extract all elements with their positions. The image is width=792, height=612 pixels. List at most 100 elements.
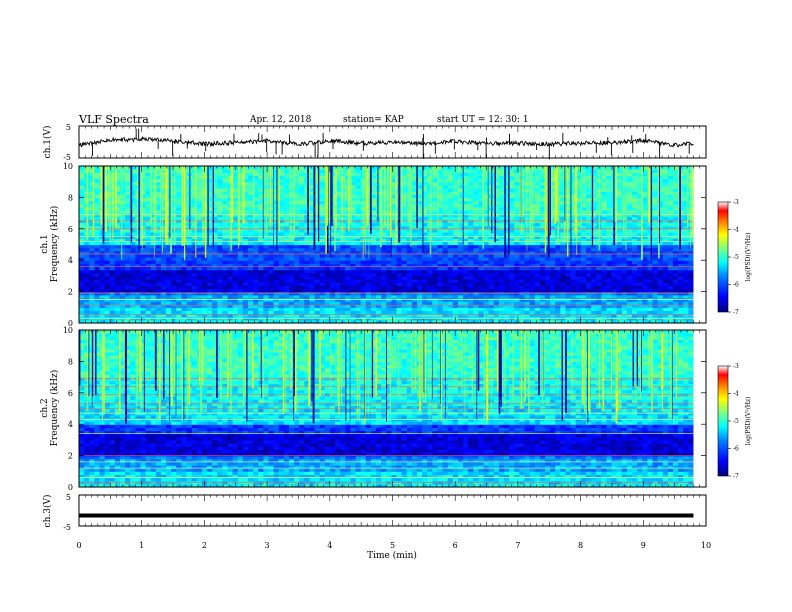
spectrogram-cell	[642, 288, 648, 293]
spectrogram-cell	[529, 269, 536, 274]
spectrogram-cell	[176, 275, 183, 280]
spectrogram-cell	[637, 228, 643, 233]
spectrogram-cell	[396, 269, 403, 274]
spectrogram-cell	[94, 285, 101, 290]
spectrogram-cell	[140, 282, 147, 286]
spectrogram-cell	[391, 282, 398, 286]
spectrogram-cell	[667, 203, 674, 208]
spectrogram-cell	[160, 294, 167, 299]
spectrogram-cell	[596, 263, 602, 268]
spectrogram-cell	[667, 225, 674, 230]
spectrogram-cell	[135, 319, 142, 324]
spectrogram-cell	[329, 231, 336, 236]
spectrogram-cell	[227, 250, 234, 255]
spectrogram-cell	[360, 269, 367, 274]
spectrogram-cell	[416, 307, 423, 312]
spectrogram-cell	[452, 200, 459, 205]
spectrogram-cell	[212, 225, 218, 230]
spectrogram-cell	[268, 200, 275, 205]
spectrogram-cell	[258, 209, 264, 214]
spectrogram-cell	[268, 253, 275, 258]
spectrogram-cell	[145, 228, 152, 233]
spectrogram-cell	[309, 307, 316, 312]
spectrogram-cell	[473, 228, 479, 233]
spectrogram-cell	[616, 269, 623, 274]
spectrogram-cell	[155, 307, 162, 312]
spectrogram-cell	[227, 313, 234, 318]
spectrogram-cell	[606, 313, 613, 318]
spectrogram-cell	[340, 275, 346, 280]
spectrogram-cell	[647, 225, 654, 230]
spectrogram-cell	[642, 203, 648, 208]
spectrogram-cell	[391, 313, 398, 318]
spectrogram-cell	[247, 206, 254, 211]
spectrogram-cell	[109, 244, 116, 249]
spectrogram-cell	[678, 285, 684, 290]
spectrogram-cell	[447, 247, 454, 252]
spectrogram-cell	[514, 247, 520, 252]
spectrogram-cell	[555, 266, 561, 271]
spectrogram-cell	[683, 307, 689, 312]
spectrogram-cell	[268, 313, 275, 318]
spectrogram-cell	[145, 216, 152, 220]
spectrogram-cell	[145, 269, 152, 274]
spectrogram-cell	[294, 241, 300, 246]
spectrogram-cell	[99, 247, 106, 252]
spectrogram-cell	[237, 310, 244, 315]
spectrogram-cell	[119, 241, 126, 246]
spectrogram-cell	[422, 228, 428, 233]
spectrogram-cell	[647, 244, 654, 249]
spectrogram-cell	[227, 238, 234, 242]
spectrogram-cell	[329, 269, 336, 274]
spectrogram-cell	[616, 319, 623, 324]
spectrogram-cell	[652, 247, 659, 252]
spectrogram-cell	[109, 266, 116, 271]
spectrogram-cell	[591, 260, 597, 264]
spectrogram-cell	[350, 231, 357, 236]
spectrogram-cell	[504, 307, 510, 312]
spectrogram-cell	[237, 313, 244, 318]
spectrogram-cell	[647, 285, 654, 290]
spectrogram-cell	[606, 275, 613, 280]
spectrogram-cell	[534, 250, 541, 255]
spectrogram-cell	[585, 216, 592, 220]
spectrogram-cell	[299, 244, 305, 249]
spectrogram-cell	[345, 288, 351, 293]
spectrogram-cell	[580, 222, 587, 227]
spectrogram-cell	[166, 222, 172, 227]
spectrogram-cell	[544, 260, 551, 264]
spectrogram-cell	[140, 250, 147, 255]
spectrogram-cell	[683, 310, 689, 315]
spectrogram-cell	[294, 310, 300, 315]
spectrogram-cell	[391, 301, 398, 305]
spectrogram-cell	[196, 228, 203, 233]
spectrogram-cell	[524, 313, 531, 318]
spectrogram-cell	[637, 225, 643, 230]
spectrogram-cell	[498, 313, 505, 318]
spectrogram-cell	[683, 266, 689, 271]
spectrogram-cell	[217, 250, 223, 255]
spectrogram-cell	[452, 238, 459, 242]
spectrogram-cell	[360, 197, 367, 202]
spectrogram-cell	[263, 250, 270, 255]
spectrogram-cell	[166, 307, 172, 312]
spectrogram-cell	[304, 209, 311, 214]
spectrogram-cell	[647, 209, 654, 214]
spectrogram-cell	[652, 282, 659, 286]
spectrogram-cell	[345, 319, 351, 324]
spectrogram-cell	[463, 257, 469, 261]
spectrogram-cell	[207, 301, 213, 305]
spectrogram-cell	[483, 282, 490, 286]
spectrogram-cell	[79, 282, 85, 286]
spectrogram-cell	[242, 225, 249, 230]
spectrogram-cell	[391, 288, 398, 293]
spectrogram-cell	[406, 288, 413, 293]
spectrogram-cell	[155, 285, 162, 290]
spectrogram-cell	[375, 282, 382, 286]
spectrogram-cell	[314, 253, 321, 258]
spectrogram-cell	[283, 222, 290, 227]
spectrogram-cell	[294, 206, 300, 211]
spectrogram-cell	[242, 231, 249, 236]
spectrogram-cell	[155, 282, 162, 286]
spectrogram-cell	[294, 319, 300, 324]
